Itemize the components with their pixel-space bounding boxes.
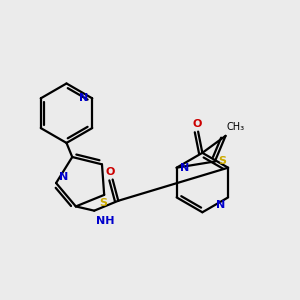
Text: NH: NH [96, 216, 114, 226]
Text: O: O [192, 119, 201, 129]
Text: O: O [105, 167, 115, 177]
Text: S: S [218, 157, 226, 166]
Text: CH₃: CH₃ [227, 122, 245, 132]
Text: S: S [99, 198, 107, 208]
Text: N: N [180, 163, 189, 173]
Text: N: N [79, 93, 88, 103]
Text: N: N [59, 172, 68, 182]
Text: N: N [216, 200, 225, 210]
